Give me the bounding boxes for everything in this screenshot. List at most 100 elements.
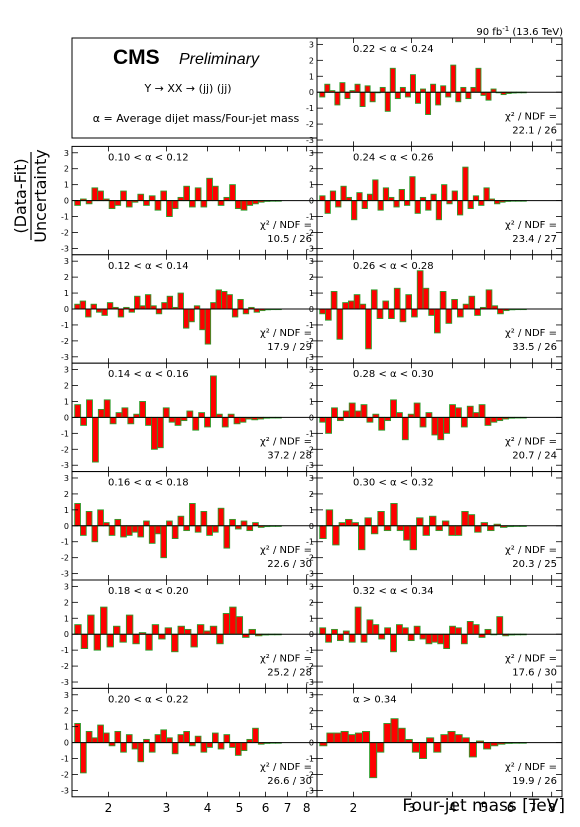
residual-bar — [148, 525, 156, 544]
y-tick-label: 2 — [64, 165, 69, 174]
residual-bar — [384, 91, 391, 112]
y-tick-label: -2 — [61, 554, 69, 563]
residual-bar — [376, 308, 384, 320]
residual-bar — [171, 633, 179, 653]
residual-bar — [460, 633, 468, 645]
residual-bar — [455, 407, 462, 418]
residual-bar — [151, 624, 160, 635]
residual-bar — [168, 416, 176, 423]
residual-bar — [449, 404, 456, 418]
y-tick-label: -2 — [61, 337, 69, 346]
y-tick-label: -1 — [306, 429, 314, 438]
y-tick-label: 0 — [309, 630, 314, 639]
y-tick-label: 2 — [309, 707, 314, 716]
residual-bar — [154, 200, 162, 211]
chi2-value: 17.9 / 29 — [267, 342, 312, 353]
residual-bar — [440, 734, 449, 744]
residual-bar — [430, 193, 437, 202]
residual-bar — [443, 633, 451, 650]
alpha-range-label: α > 0.34 — [353, 694, 397, 705]
residual-bar — [164, 627, 173, 635]
panel-frame — [316, 687, 563, 798]
residual-bar — [396, 525, 405, 532]
panel-8: -3 -2 -1 0 1 2 3 0.16 < α < 0.18 χ² / NDF = 22.6 … — [61, 471, 318, 581]
residual-bar — [229, 742, 236, 748]
y-tick-label: 3 — [309, 582, 314, 591]
residual-bar — [204, 308, 212, 345]
residual-bar — [448, 525, 456, 536]
residual-bar — [455, 91, 462, 103]
residual-bar — [434, 308, 441, 334]
residual-bar — [183, 185, 190, 202]
x-tick-label: 6 — [262, 801, 270, 815]
residual-bar — [451, 190, 458, 202]
residual-bar — [484, 628, 492, 635]
y-tick-label: -1 — [61, 321, 69, 330]
residual-bar — [435, 91, 442, 106]
chi2-label: χ² / NDF = — [505, 762, 557, 773]
residual-bar — [166, 200, 173, 217]
alpha-range-label: 0.12 < α < 0.14 — [108, 261, 189, 272]
y-tick-label: -2 — [306, 770, 314, 779]
residual-bar — [145, 633, 153, 651]
residual-bar — [119, 633, 127, 643]
residual-bar — [74, 200, 81, 206]
chi2-value: 10.5 / 26 — [267, 234, 312, 245]
chi2-value: 26.6 / 30 — [267, 776, 312, 787]
residual-bar — [125, 614, 134, 635]
residual-bar — [435, 200, 443, 221]
residual-bar — [409, 176, 416, 202]
residual-bar — [91, 416, 99, 463]
y-tick-label: 0 — [64, 630, 69, 639]
residual-bar — [248, 628, 256, 635]
residual-bar — [231, 308, 239, 318]
residual-bar — [370, 525, 379, 535]
lumi-label: 90 fb-1 (13.6 TeV) — [476, 25, 563, 38]
chi2-value: 20.7 / 24 — [512, 451, 557, 462]
residual-bar — [399, 308, 407, 323]
residual-bar — [134, 295, 141, 310]
residual-bar — [192, 416, 200, 431]
residual-bar — [330, 291, 338, 310]
y-tick-label: 3 — [64, 474, 69, 483]
residual-bar — [186, 410, 194, 418]
residual-bar — [171, 742, 179, 755]
residual-bar — [390, 633, 397, 653]
y-tick-label: 3 — [309, 366, 314, 375]
residual-bar — [137, 525, 145, 538]
residual-bar — [97, 190, 104, 202]
x-tick-label: 4 — [204, 801, 212, 815]
y-tick-label: 3 — [309, 474, 314, 483]
residual-bar — [362, 730, 371, 744]
chi2-label: χ² / NDF = — [260, 328, 312, 339]
residual-bar — [474, 308, 481, 316]
x-tick-label: 7 — [284, 801, 292, 815]
residual-bar — [390, 399, 397, 418]
residual-bar — [364, 517, 372, 527]
residual-bar — [206, 525, 213, 536]
residual-bar — [143, 520, 150, 527]
chi2-label: χ² / NDF = — [260, 653, 312, 664]
residual-bar — [416, 270, 424, 310]
residual-bar — [467, 200, 474, 210]
residual-bar — [120, 525, 127, 538]
residual-bar — [484, 416, 492, 426]
residual-bar — [372, 179, 379, 202]
chi2-label: χ² / NDF = — [260, 220, 312, 231]
residual-bar — [319, 416, 327, 423]
residual-bar — [449, 625, 456, 635]
residual-bar — [101, 308, 108, 316]
residual-bar — [145, 416, 152, 426]
y-tick-label: 2 — [309, 56, 314, 65]
residual-bar — [74, 503, 81, 527]
residual-bar — [490, 416, 498, 423]
residual-bar — [319, 91, 326, 98]
residual-bar — [215, 289, 222, 310]
residual-bar — [347, 734, 356, 744]
residual-bar — [319, 525, 327, 539]
residual-bar — [234, 742, 242, 756]
x-axis-title: Four-jet mass [TeV] — [402, 796, 565, 816]
x-tick-label: 2 — [105, 801, 113, 815]
residual-bar — [390, 503, 398, 527]
residual-bar — [472, 624, 480, 635]
